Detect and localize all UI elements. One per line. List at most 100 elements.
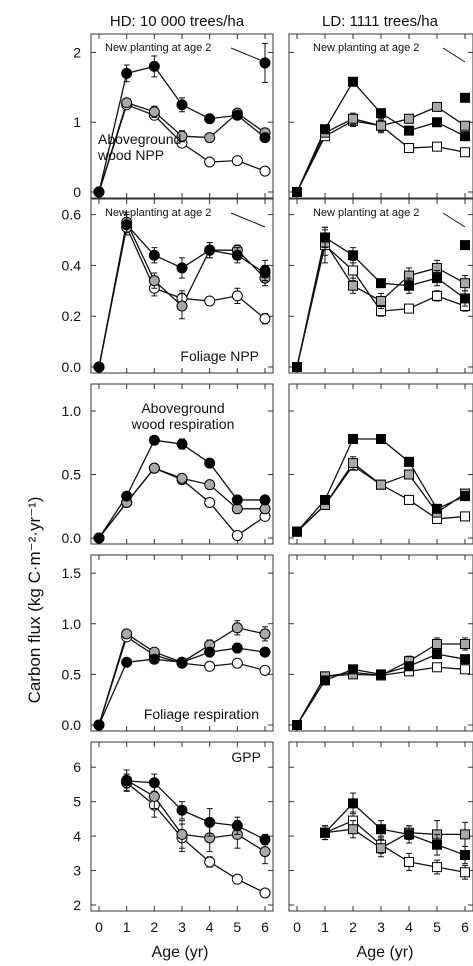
data-point-black (432, 273, 442, 284)
data-point-black (259, 646, 271, 658)
data-point-black (348, 433, 358, 444)
series-line-black (324, 802, 466, 856)
data-point-white (259, 887, 271, 899)
data-point-grey (121, 97, 133, 109)
x-axis-label-ld: Age (yr) (357, 944, 414, 961)
data-point-black (176, 656, 188, 668)
data-point-black (320, 232, 330, 243)
data-point-white (348, 265, 358, 276)
annotation-line: wood NPP (97, 147, 164, 163)
data-point-black (148, 434, 160, 446)
y-tick-label: 0.2 (62, 308, 82, 324)
data-point-black (204, 816, 216, 828)
data-point-black (348, 664, 358, 675)
new-planting-point (259, 57, 271, 69)
data-point-grey (460, 829, 470, 840)
y-tick-label: 1.0 (62, 403, 82, 419)
data-point-black (176, 99, 188, 111)
x-tick-label: 6 (261, 919, 269, 935)
data-point-black (204, 113, 216, 125)
col-title-hd: HD: 10 000 trees/ha (110, 13, 245, 30)
data-point-black (404, 456, 414, 467)
data-point-black (121, 67, 133, 79)
data-point-black (432, 503, 442, 514)
data-point-black (460, 654, 470, 665)
data-point-white (204, 295, 216, 307)
data-point-grey (348, 280, 358, 291)
data-point-black (404, 125, 414, 136)
data-point-black (348, 798, 358, 809)
chart-panel-7 (288, 554, 473, 732)
data-point-white (204, 156, 216, 168)
data-point-grey (376, 120, 386, 131)
data-point-grey (176, 300, 188, 312)
data-point-grey (148, 791, 160, 802)
data-point-black (121, 656, 133, 668)
data-point-black (93, 532, 105, 544)
series-line-white (324, 819, 466, 873)
data-point-grey (348, 113, 358, 124)
chart-panel-9: 0 1 2 3 4 5 6 (288, 741, 473, 935)
data-point-black (460, 293, 470, 304)
data-point-black (93, 361, 105, 373)
x-tick-label: 0 (95, 919, 103, 935)
y-tick-label: 0 (73, 184, 81, 200)
data-point-black (93, 186, 105, 198)
panel-frame (90, 33, 274, 199)
data-point-grey (148, 462, 160, 474)
data-point-black (231, 494, 243, 506)
chart-panel-3: New planting at age 2 (288, 198, 473, 374)
data-point-black (292, 720, 302, 730)
series-line-black (126, 780, 266, 841)
data-point-black (460, 131, 470, 142)
x-tick-label: 2 (349, 919, 357, 935)
new-planting-label: New planting at age 2 (313, 42, 419, 54)
data-point-grey (176, 130, 188, 142)
chart-panel-2: 0.0 0.2 0.4 0.6 New planting at age 2 Foliage… (62, 198, 274, 375)
data-point-black (148, 60, 160, 72)
data-point-black (231, 642, 243, 654)
new-planting-arrow (230, 47, 266, 63)
data-point-grey (204, 132, 216, 144)
series-line-black (98, 65, 266, 193)
data-point-white (460, 147, 470, 158)
data-point-grey (376, 295, 386, 306)
data-point-white (231, 873, 243, 885)
new-planting-point (259, 264, 271, 276)
panel-frame (288, 554, 473, 732)
y-tick-label: 1.0 (62, 616, 82, 632)
data-point-black (259, 834, 271, 846)
data-point-black (460, 491, 470, 502)
data-point-grey (259, 846, 271, 858)
new-planting-label: New planting at age 2 (105, 207, 211, 219)
panel-annotation: Foliage respiration (144, 706, 259, 722)
data-point-black (432, 117, 442, 128)
y-tick-label: 2 (73, 44, 81, 60)
new-planting-label: New planting at age 2 (105, 42, 211, 54)
col-title-ld: LD: 1111 trees/ha (322, 13, 439, 30)
y-tick-label: 4 (73, 828, 81, 844)
new-planting-arrow (442, 212, 466, 228)
data-point-black (292, 526, 302, 537)
data-point-white (432, 862, 442, 873)
data-point-white (259, 313, 271, 325)
data-point-grey (176, 828, 188, 840)
x-axis-label-hd: Age (yr) (152, 944, 209, 961)
data-point-black (204, 646, 216, 658)
y-tick-label: 5 (73, 794, 81, 810)
data-point-black (93, 719, 105, 731)
new-planting-point (460, 240, 470, 251)
data-point-black (404, 829, 414, 840)
chart-panel-0: 0 1 2 New planting at age 2 Aboveground wood … (73, 33, 274, 200)
x-tick-label: 1 (123, 919, 131, 935)
data-point-white (404, 494, 414, 505)
data-point-black (231, 820, 243, 832)
data-point-black (121, 775, 133, 787)
series-line-white (126, 782, 266, 894)
data-point-black (376, 278, 386, 289)
panel-frame (90, 554, 274, 732)
data-point-black (376, 433, 386, 444)
data-point-grey (404, 113, 414, 124)
data-point-black (376, 669, 386, 680)
